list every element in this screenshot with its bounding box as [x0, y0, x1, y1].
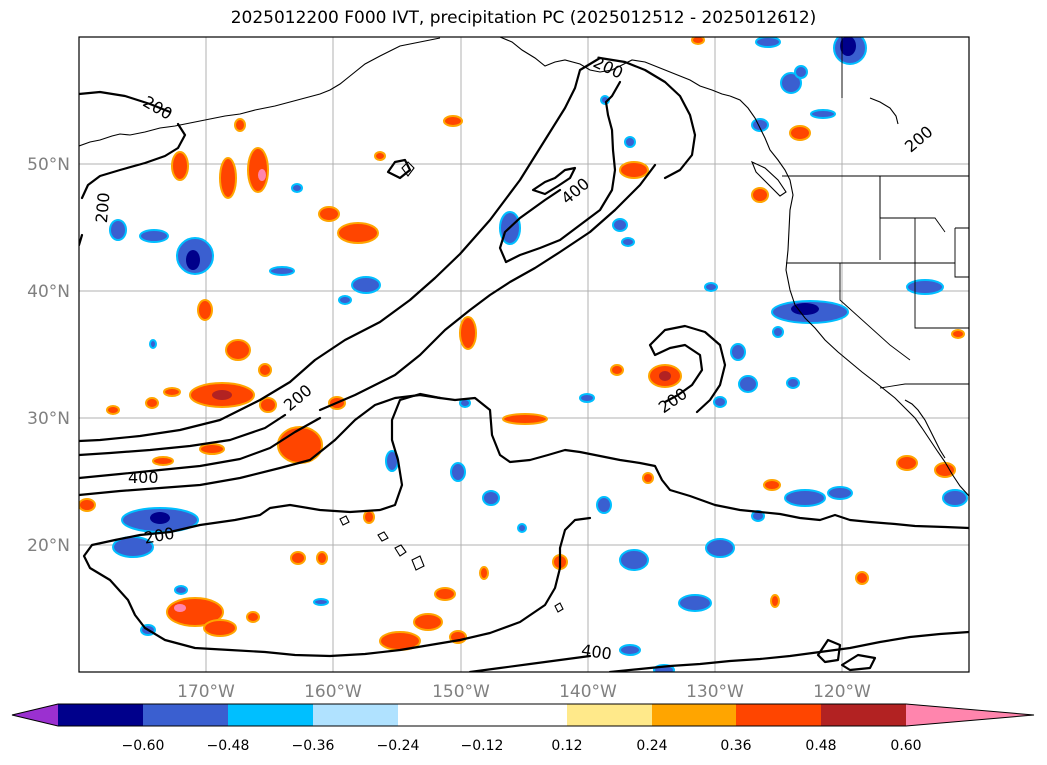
lat-label-50n: 50°N — [27, 155, 70, 175]
colorbar-tick-label: −0.48 — [207, 738, 250, 754]
precip-positive-areas — [79, 37, 965, 651]
colorbar-segment — [652, 704, 736, 726]
lat-label-40n: 40°N — [27, 282, 70, 302]
contour-label: 200 — [92, 192, 114, 224]
map-area — [79, 37, 969, 672]
colorbar-segment — [482, 704, 567, 726]
longitude-labels: 170°W 160°W 150°W 140°W 130°W 120°W — [177, 682, 871, 702]
coastlines — [79, 37, 969, 613]
colorbar-segment — [143, 704, 228, 726]
colorbar-segment — [398, 704, 482, 726]
colorbar-segment — [906, 704, 1034, 726]
latitude-labels: 50°N 40°N 30°N 20°N — [27, 155, 70, 556]
colorbar-tick-label: 0.48 — [805, 738, 836, 754]
lon-label-130w: 130°W — [686, 682, 744, 702]
colorbar-segment — [228, 704, 313, 726]
colorbar-tick-label: 0.12 — [551, 738, 582, 754]
lon-label-140w: 140°W — [559, 682, 617, 702]
lon-label-160w: 160°W — [304, 682, 362, 702]
precip-negative-areas — [109, 37, 968, 672]
colorbar-tick-labels: −0.60 −0.48 −0.36 −0.24 −0.12 0.12 0.24 … — [122, 738, 922, 754]
ivt-contours — [79, 56, 969, 672]
lat-label-30n: 30°N — [27, 409, 70, 429]
colorbar-segment — [12, 704, 58, 726]
map-frame — [78, 36, 970, 673]
colorbar-tick-label: −0.24 — [377, 738, 420, 754]
colorbar-segment — [821, 704, 906, 726]
colorbar-segment — [58, 704, 143, 726]
colorbar-tick-label: 0.24 — [636, 738, 667, 754]
colorbar-tick-label: −0.36 — [292, 738, 335, 754]
colorbar-segment — [567, 704, 652, 726]
political-borders — [782, 37, 969, 389]
colorbar-tick-label: −0.60 — [122, 738, 165, 754]
colorbar-tick-label: −0.12 — [461, 738, 504, 754]
lon-label-170w: 170°W — [177, 682, 235, 702]
lat-label-20n: 20°N — [27, 536, 70, 556]
lon-label-120w: 120°W — [813, 682, 871, 702]
colorbar — [11, 703, 1035, 727]
lon-label-150w: 150°W — [432, 682, 490, 702]
contour-label: 400 — [128, 468, 159, 487]
colorbar-segment — [313, 704, 398, 726]
contour-label: 400 — [580, 640, 613, 663]
colorbar-tick-label: 0.60 — [890, 738, 921, 754]
colorbar-tick-label: 0.36 — [720, 738, 751, 754]
map-title: 2025012200 F000 IVT, precipitation PC (2… — [230, 8, 817, 28]
colorbar-segment — [736, 704, 821, 726]
